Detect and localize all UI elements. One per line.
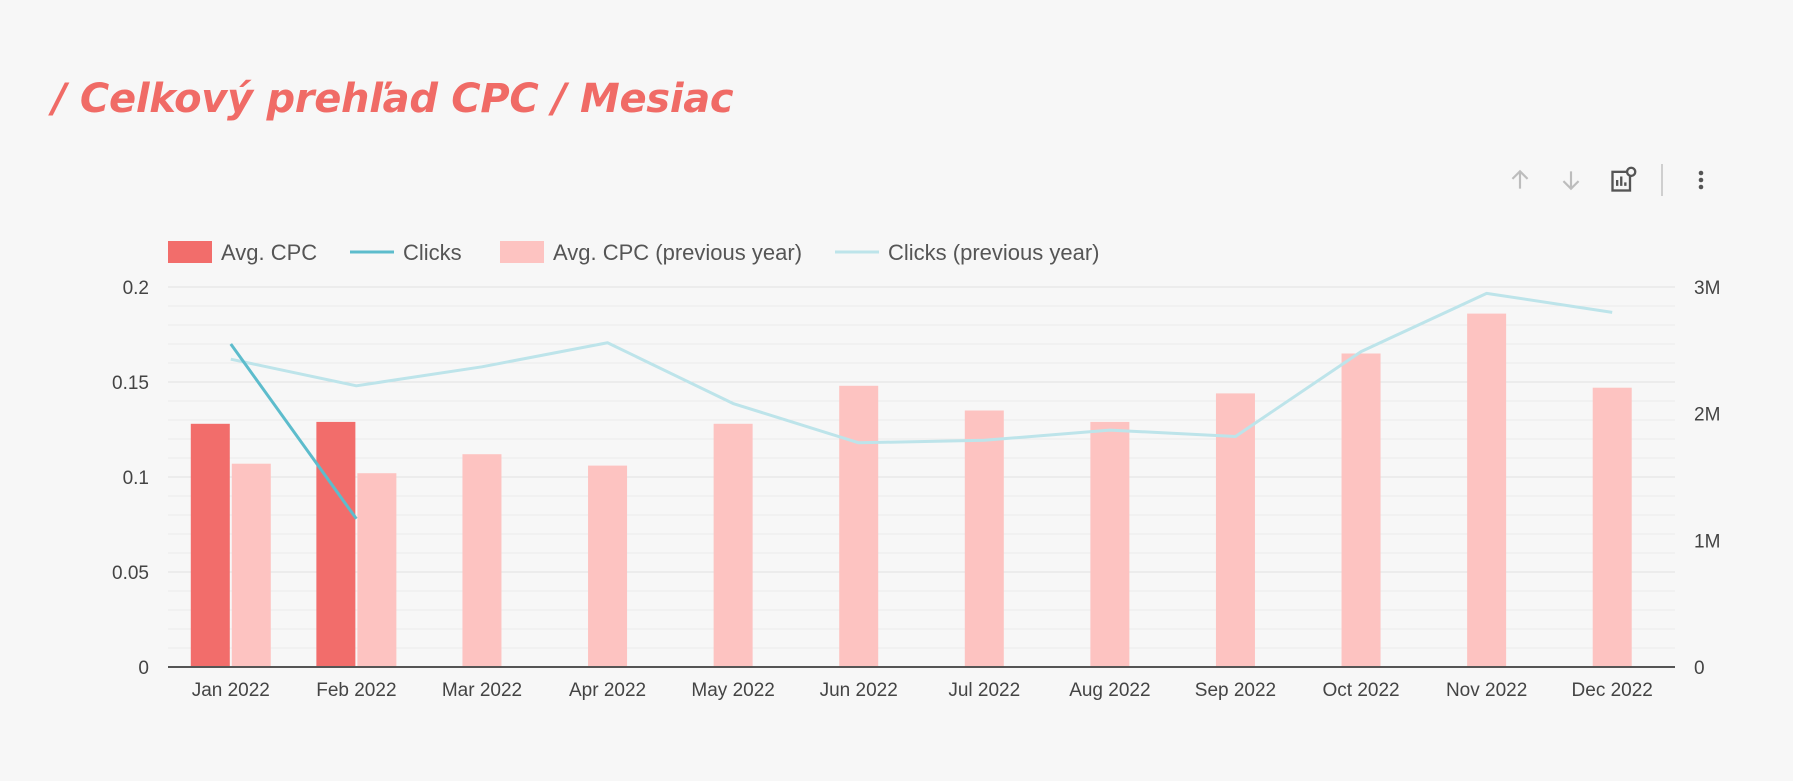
toolbar-divider bbox=[1661, 164, 1663, 196]
more-vert-icon[interactable] bbox=[1681, 160, 1721, 200]
x-tick-label: Dec 2022 bbox=[1572, 680, 1653, 701]
x-tick-label: Jun 2022 bbox=[820, 680, 898, 701]
bar-avg-cpc-prev bbox=[1341, 353, 1381, 667]
y-right-tick-label: 1M bbox=[1694, 531, 1720, 552]
bar-avg-cpc-prev bbox=[1090, 421, 1130, 667]
x-tick-label: Jul 2022 bbox=[948, 680, 1020, 701]
x-tick-label: Sep 2022 bbox=[1195, 680, 1276, 701]
legend-label[interactable]: Clicks (previous year) bbox=[888, 240, 1100, 265]
bar-avg-cpc-prev bbox=[357, 473, 397, 667]
bar-avg-cpc-prev bbox=[1467, 313, 1507, 667]
x-tick-label: Oct 2022 bbox=[1322, 680, 1399, 701]
bar-avg-cpc-prev bbox=[462, 454, 502, 667]
y-right-tick-label: 0 bbox=[1694, 658, 1705, 679]
bar-avg-cpc-prev bbox=[713, 423, 753, 667]
line-clicks bbox=[229, 343, 358, 520]
x-tick-label: Nov 2022 bbox=[1446, 680, 1527, 701]
y-left-tick-label: 0.1 bbox=[123, 468, 149, 489]
bar-avg-cpc-prev bbox=[588, 465, 628, 667]
legend-label[interactable]: Avg. CPC bbox=[221, 240, 317, 265]
bar-avg-cpc-prev bbox=[1215, 393, 1255, 667]
y-right-tick-label: 3M bbox=[1694, 278, 1720, 299]
y-left-tick-label: 0.05 bbox=[112, 563, 149, 584]
bar-avg-cpc bbox=[190, 423, 230, 667]
legend: Avg. CPC Clicks Avg. CPC (previous year) Cl… bbox=[168, 240, 1100, 265]
x-tick-label: Aug 2022 bbox=[1069, 680, 1150, 701]
x-tick-label: Jan 2022 bbox=[192, 680, 270, 701]
y-left-tick-label: 0.2 bbox=[123, 278, 149, 299]
bar-avg-cpc-prev bbox=[964, 410, 1004, 667]
line-clicks-prev bbox=[230, 291, 1613, 445]
legend-swatch bbox=[168, 241, 212, 263]
x-tick-label: Apr 2022 bbox=[569, 680, 646, 701]
chart-settings-icon[interactable] bbox=[1603, 160, 1643, 200]
x-tick-label: May 2022 bbox=[691, 680, 774, 701]
x-tick-label: Feb 2022 bbox=[316, 680, 396, 701]
bar-avg-cpc-prev bbox=[231, 463, 271, 667]
bars bbox=[190, 313, 1632, 667]
legend-label[interactable]: Clicks bbox=[403, 240, 462, 265]
y-left-tick-label: 0.15 bbox=[112, 373, 149, 394]
legend-label[interactable]: Avg. CPC (previous year) bbox=[553, 240, 802, 265]
legend-swatch bbox=[500, 241, 544, 263]
arrow-up-icon[interactable] bbox=[1500, 160, 1540, 200]
bar-avg-cpc bbox=[316, 421, 356, 667]
bar-avg-cpc-prev bbox=[1592, 387, 1632, 667]
x-tick-label: Mar 2022 bbox=[442, 680, 522, 701]
bar-avg-cpc-prev bbox=[839, 385, 879, 667]
chart-toolbar bbox=[1500, 160, 1720, 200]
axes: 0 0.05 0.1 0.15 0.2 0 1M 2M 3M Jan 2022 Feb 2022 Ma… bbox=[112, 278, 1720, 701]
page-title: / Celkový prehľad CPC / Mesiac bbox=[52, 76, 734, 122]
y-left-tick-label: 0 bbox=[138, 658, 149, 679]
arrow-down-icon[interactable] bbox=[1551, 160, 1591, 200]
lines bbox=[229, 291, 1613, 520]
grid-lines bbox=[168, 286, 1675, 649]
y-right-tick-label: 2M bbox=[1694, 405, 1720, 426]
